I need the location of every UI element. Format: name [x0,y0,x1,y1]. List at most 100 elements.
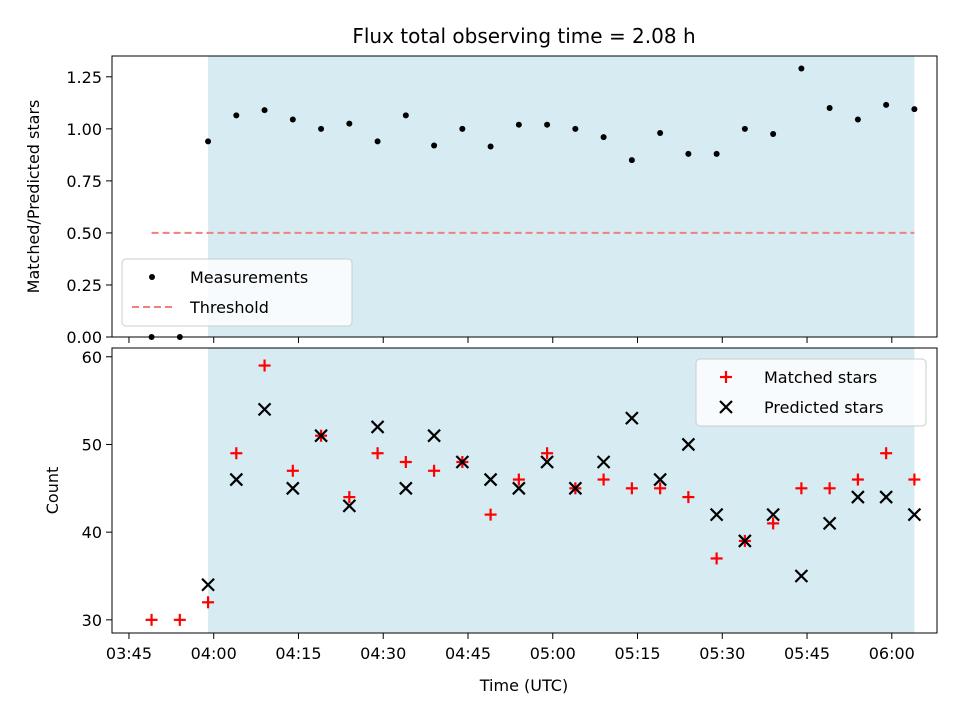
legend-label: Predicted stars [764,398,884,417]
legend: Matched stars Predicted stars [695,358,927,427]
data-point [911,106,918,113]
data-point [202,596,215,609]
data-point [908,473,921,486]
x-tick-label: 04:15 [275,644,321,663]
data-point [483,472,498,487]
data-point [770,131,777,138]
x-tick-label: 03:45 [106,644,152,663]
legend-item: Measurements [149,268,308,287]
data-point [314,428,328,443]
data-point [484,508,497,521]
y-tick-label: 1.00 [66,120,102,139]
data-point [654,482,667,495]
data-point [515,121,522,128]
data-point [682,491,695,504]
top-panel: 0.00 0.25 0.50 0.75 1.00 1.25 Matched/Predicte… [24,55,938,347]
x-tick-label: 06:00 [869,644,915,663]
data-point [597,473,610,486]
data-point [289,116,296,123]
data-point [399,456,412,468]
data-point [738,534,752,548]
data-point [431,142,438,149]
data-point [709,507,724,522]
legend-label: Threshold [189,298,269,317]
x-tick-label: 04:45 [445,644,491,663]
data-point [428,464,441,477]
x-axis-label: Time (UTC) [479,676,568,695]
data-point [767,517,780,530]
data-point [851,473,864,486]
legend-label: Matched stars [764,368,877,387]
data-point [794,569,809,583]
chart-title: Flux total observing time = 2.08 h [352,24,695,48]
data-point [710,552,723,565]
data-point [257,402,272,417]
data-point [600,134,607,141]
data-point [370,420,385,434]
data-point [685,150,692,157]
x-tick-label: 05:30 [699,644,745,663]
data-point [544,121,551,128]
y-tick-label: 0.75 [66,172,102,191]
y-tick-label: 60 [82,348,102,367]
data-point [512,481,526,496]
data-point [798,65,805,72]
series-measurements [148,65,918,340]
y-tick-label: 40 [82,523,102,542]
data-point [625,482,638,495]
x-tick-label: 04:30 [360,644,406,663]
y-tick-label: 0.00 [66,328,102,347]
legend-marker [720,371,732,383]
data-point [657,130,664,137]
data-point [427,428,441,443]
x-tick-label: 04:00 [191,644,237,663]
x-tick-label: 05:00 [530,644,576,663]
y-tick-label: 0.25 [66,276,102,295]
x-tick-label: 05:15 [614,644,660,663]
data-point [286,481,300,496]
data-point [795,482,808,495]
data-point [766,507,780,522]
legend-box [121,258,353,327]
series-matched-stars [145,359,921,626]
series-predicted-stars [201,402,922,592]
data-point [374,138,381,145]
data-point [883,101,890,108]
data-point [229,472,244,487]
data-point [826,105,833,112]
data-point [823,482,836,495]
data-point [459,125,466,132]
data-point [541,447,554,460]
legend-marker [149,274,155,280]
legend-label: Measurements [190,268,308,287]
data-point [318,125,325,132]
y-axis-label: Count [43,467,62,515]
data-point [201,577,215,592]
data-point [540,455,554,469]
legend-item: Matched stars [720,368,877,387]
data-point [741,125,748,132]
data-point [851,490,865,504]
y-tick-label: 50 [82,435,102,454]
data-point [342,499,357,513]
bottom-panel: 30 40 50 60 03:45 04:00 04:15 04:30 04:45 05:00 05… [43,347,938,663]
data-point [653,472,667,487]
data-point [343,491,356,504]
data-point [628,157,635,164]
data-point [455,455,470,469]
data-point [907,507,922,522]
data-point [261,107,268,114]
data-point [205,138,212,145]
legend-box [695,358,927,427]
data-point [487,143,494,150]
data-point [346,120,353,127]
data-point [173,613,186,626]
data-point [822,516,837,531]
data-point [512,473,525,486]
data-point [854,116,861,123]
data-point [625,411,639,425]
data-point [286,464,299,477]
legend-item: Predicted stars [719,398,884,417]
legend-item: Threshold [132,298,269,317]
